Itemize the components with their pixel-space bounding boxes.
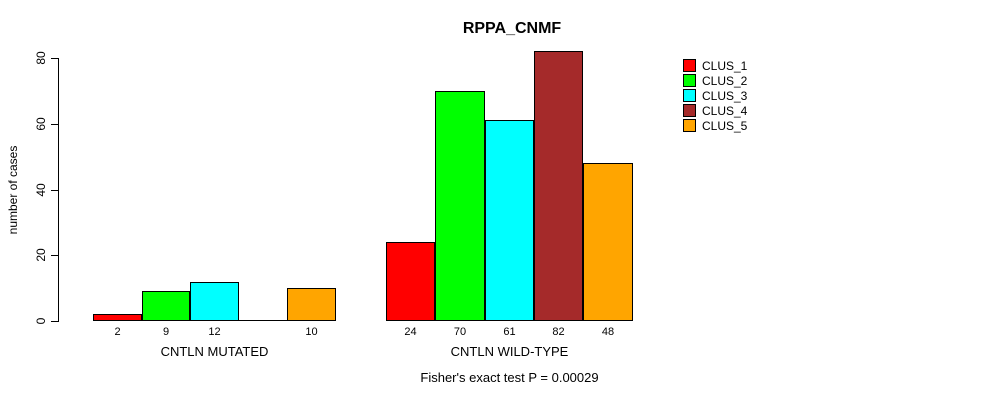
bar-clus_5-group1 <box>287 288 336 321</box>
y-tick-label: 40 <box>34 183 48 197</box>
bar-clus_1-group2 <box>386 242 435 321</box>
y-tick-label: 60 <box>34 117 48 131</box>
bar-clus_4-group1 <box>239 320 287 321</box>
legend-item: CLUS_2 <box>683 73 747 88</box>
legend-swatch-clus_5 <box>683 119 696 132</box>
bar-value-label: 70 <box>453 326 467 338</box>
y-tick-label: 20 <box>34 248 48 262</box>
bar-clus_3-group1 <box>190 282 239 321</box>
y-axis-tick <box>51 255 58 256</box>
legend-label: CLUS_3 <box>702 88 748 103</box>
bar-clus_5-group2 <box>583 163 633 321</box>
legend-label: CLUS_4 <box>702 103 748 118</box>
legend: CLUS_1 CLUS_2 CLUS_3 CLUS_4 CLUS_5 <box>683 58 747 133</box>
legend-item: CLUS_4 <box>683 103 747 118</box>
y-tick-label: 80 <box>34 51 48 65</box>
bar-value-label: 24 <box>404 326 417 338</box>
x-group-label-wildtype: CNTLN WILD-TYPE <box>450 344 569 359</box>
bar-value-label: 48 <box>601 326 615 338</box>
bar-clus_4-group2 <box>534 51 583 321</box>
bar-value-label: 2 <box>114 326 121 338</box>
bar-clus_2-group1 <box>142 291 190 321</box>
bar-value-label: 12 <box>208 326 221 338</box>
bar-clus_1-group1 <box>93 314 142 321</box>
y-axis-tick <box>51 124 58 125</box>
bar-value-label: 9 <box>162 326 170 338</box>
legend-label: CLUS_2 <box>702 73 748 88</box>
legend-swatch-clus_2 <box>683 74 696 87</box>
y-axis-tick <box>51 190 58 191</box>
y-tick-label: 0 <box>34 317 48 325</box>
legend-item: CLUS_1 <box>683 58 747 73</box>
fisher-test-annotation: Fisher's exact test P = 0.00029 <box>420 370 599 385</box>
legend-swatch-clus_4 <box>683 104 696 117</box>
y-axis-tick <box>51 58 58 59</box>
bar-value-label: 61 <box>503 326 516 338</box>
y-axis-line <box>58 58 59 322</box>
legend-item: CLUS_3 <box>683 88 747 103</box>
bar-clus_2-group2 <box>435 91 485 321</box>
y-axis-tick <box>51 321 58 322</box>
chart-title: RPPA_CNMF <box>462 20 562 37</box>
bar-value-label: 10 <box>305 326 318 338</box>
y-axis-label: number of cases <box>6 145 20 235</box>
legend-swatch-clus_3 <box>683 89 696 102</box>
legend-label: CLUS_5 <box>702 118 748 133</box>
legend-swatch-clus_1 <box>683 59 696 72</box>
bar-clus_3-group2 <box>485 120 534 321</box>
x-group-label-mutated: CNTLN MUTATED <box>160 344 269 359</box>
legend-item: CLUS_5 <box>683 118 747 133</box>
bar-value-label: 82 <box>552 326 565 338</box>
legend-label: CLUS_1 <box>702 58 748 73</box>
